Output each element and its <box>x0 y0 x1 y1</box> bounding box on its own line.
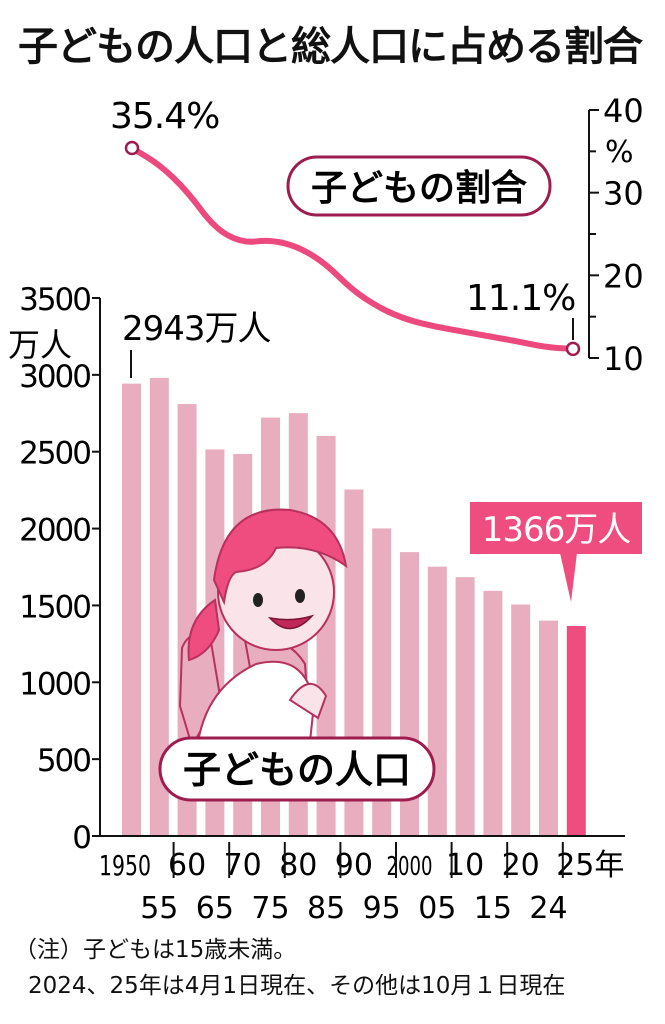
population-label-box <box>158 736 436 802</box>
child-mouth <box>267 614 315 630</box>
left-tick-label: 2000 <box>19 513 90 549</box>
chart-title: 子どもの人口と総人口に占める割合 <box>18 24 643 70</box>
bar-05 <box>427 566 447 836</box>
left-tick-label: 1000 <box>19 666 90 702</box>
left-tick-label: 2500 <box>19 436 90 472</box>
left-tick-label: 0 <box>72 820 90 856</box>
bar-25年 <box>566 626 586 836</box>
x-tick-label: 25年 <box>556 848 624 883</box>
ratio-line-series <box>124 140 581 357</box>
child-hand <box>288 683 328 720</box>
right-tick-label: 20 <box>603 257 644 295</box>
left-tick-label: 3500 <box>19 282 90 318</box>
bar-1950 <box>122 383 141 836</box>
ratio-label-box <box>286 155 552 217</box>
population-label: 子どもの人口 <box>183 748 411 792</box>
x-tick-label: 55 <box>140 891 178 926</box>
child-eye <box>253 593 263 607</box>
left-y-axis: 0 500 1000 1500 2000 2500 3000 3500 万人 <box>8 282 101 856</box>
child-illustration <box>178 508 348 796</box>
bar-10 <box>455 577 475 836</box>
x-tick-label: 85 <box>307 891 345 926</box>
ratio-label: 子どもの割合 <box>311 168 527 209</box>
child-hair <box>212 508 348 606</box>
x-tick-label: 2000 <box>387 852 433 882</box>
right-tick-label: 30 <box>603 175 644 213</box>
left-tick-label: 3000 <box>19 359 90 395</box>
ratio-last-value: 11.1% <box>466 278 575 319</box>
ratio-point-25年 <box>565 341 581 357</box>
note-line-1: （注）子どもは15歳未満。 <box>14 937 297 963</box>
bar-20 <box>511 604 531 836</box>
right-y-axis: 10 20 30 40% <box>588 92 644 378</box>
population-last-pointer <box>560 553 577 602</box>
ratio-point-1950 <box>124 140 140 156</box>
x-tick-label: 95 <box>363 891 401 926</box>
right-tick-label: 10 <box>603 340 644 378</box>
x-tick-label: 75 <box>251 891 289 926</box>
annotations: 35.4% 11.1% 2943万人 1366万人 <box>110 96 642 602</box>
x-tick-label: 65 <box>196 891 234 926</box>
population-last-callout <box>470 502 642 554</box>
x-tick-label: 15 <box>474 891 512 926</box>
right-tick-label: 40 <box>603 92 644 130</box>
left-tick-label: 500 <box>37 743 90 779</box>
right-unit-label: % <box>605 135 634 170</box>
note-line-2: 2024、25年は4月1日現在、その他は10月１日現在 <box>28 973 566 999</box>
x-tick-label: 24 <box>529 891 567 926</box>
child-ponytail <box>187 598 221 662</box>
child-eye <box>295 589 305 603</box>
ratio-first-value: 35.4% <box>110 96 219 137</box>
bar-15 <box>483 590 503 836</box>
population-first-value: 2943万人 <box>122 309 271 349</box>
ratio-line <box>129 145 576 352</box>
x-tick-label: 05 <box>418 891 456 926</box>
bar-55 <box>149 377 169 836</box>
x-tick-label: 1950 <box>99 849 151 882</box>
bar-24 <box>539 620 558 836</box>
population-last-value: 1366万人 <box>482 510 631 550</box>
left-tick-label: 1500 <box>19 589 90 625</box>
left-unit-label: 万人 <box>8 326 72 364</box>
